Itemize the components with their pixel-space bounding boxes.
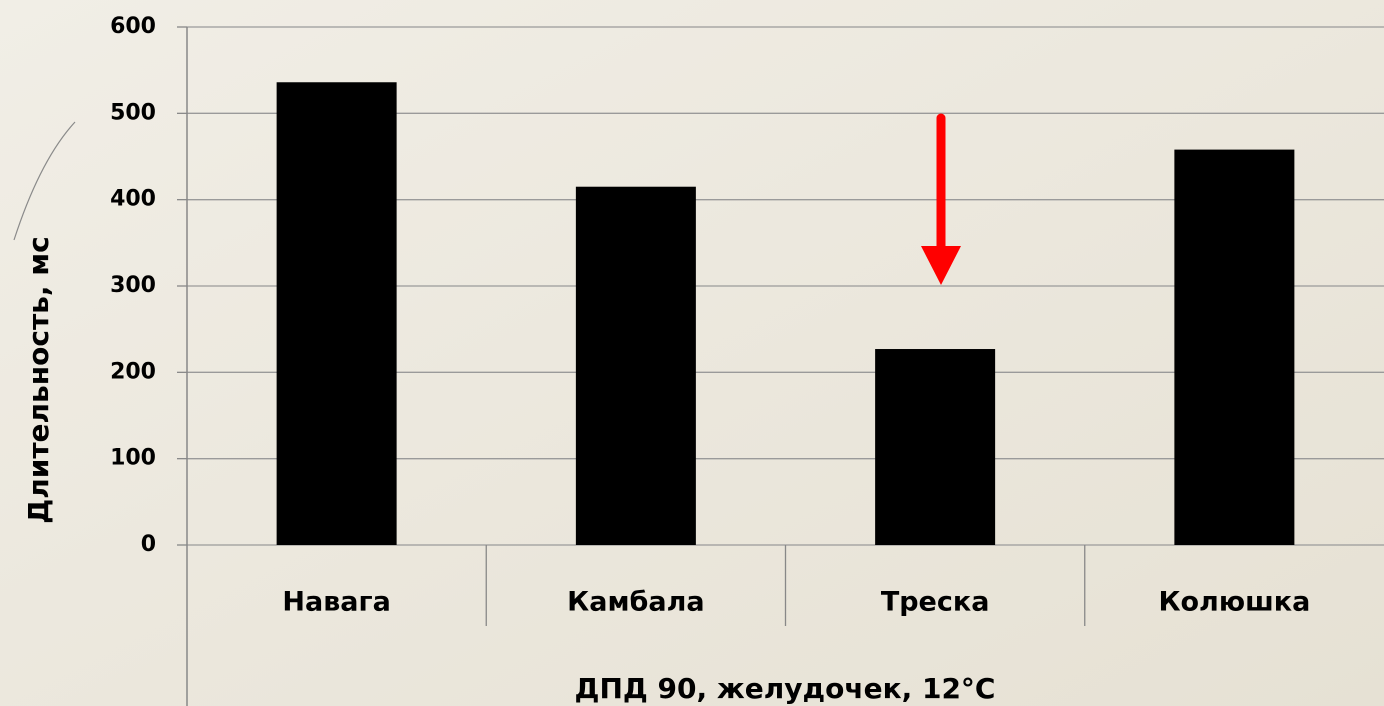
x-axis-label: ДПД 90, желудочек, 12°С: [575, 672, 996, 705]
x-tick-label: Камбала: [567, 587, 704, 618]
arrow-head: [921, 246, 961, 285]
y-tick-label: 100: [110, 446, 156, 471]
y-tick-label: 200: [110, 359, 156, 384]
x-tick-label: Треска: [881, 587, 990, 618]
bar: [875, 349, 996, 545]
bars: [276, 82, 1295, 546]
x-tick-label: Колюшка: [1158, 587, 1310, 618]
y-tick-label: 500: [110, 100, 156, 125]
bar: [1174, 149, 1295, 546]
y-tick-label: 300: [110, 273, 156, 298]
y-tick-label: 0: [141, 532, 156, 557]
bar: [575, 186, 696, 545]
y-tick-label: 600: [110, 14, 156, 39]
decoration: [13, 121, 76, 241]
y-axis-label: Длительность, мс: [22, 236, 55, 523]
x-tick-label: Навага: [282, 587, 390, 618]
bar: [276, 82, 397, 546]
y-tick-label: 400: [110, 187, 156, 212]
